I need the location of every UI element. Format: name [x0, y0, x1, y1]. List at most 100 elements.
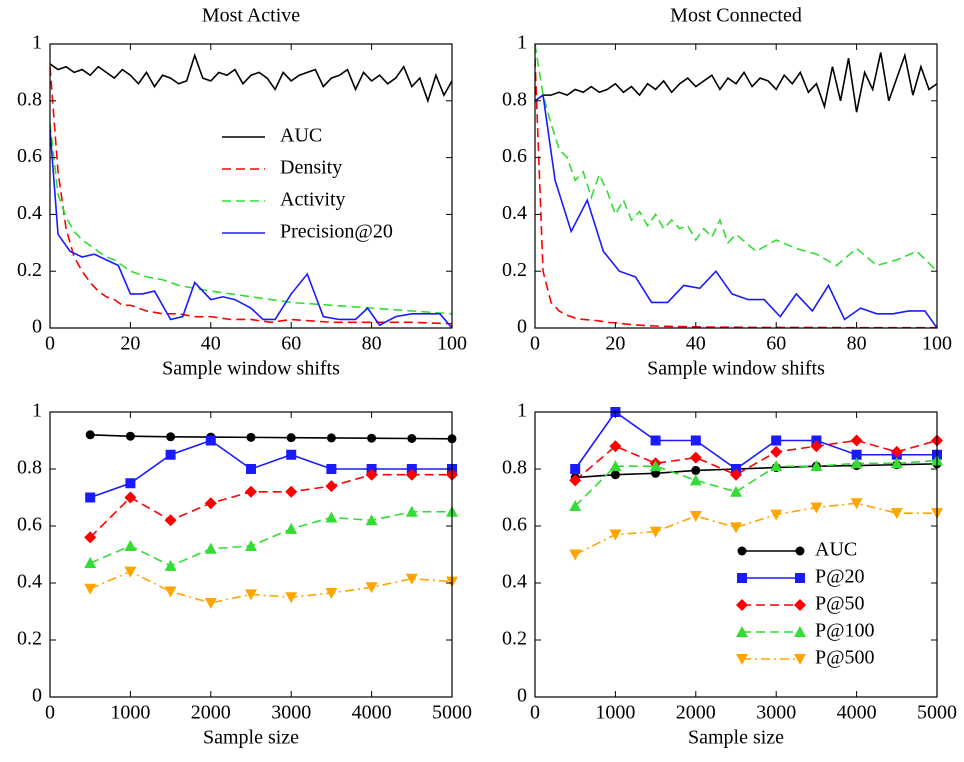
series-line	[89, 439, 452, 499]
marker	[245, 589, 257, 601]
plot-frame	[49, 43, 453, 329]
marker	[285, 485, 298, 498]
x-axis-label: Sample size	[688, 727, 784, 749]
y-tick-label: 0.2	[17, 628, 42, 650]
x-tick-label: 0	[45, 702, 55, 724]
marker	[810, 440, 823, 453]
marker	[689, 474, 702, 486]
x-tick-label: 60	[766, 333, 786, 355]
marker	[850, 457, 863, 469]
marker	[124, 491, 137, 504]
y-tick-label: 0	[517, 316, 527, 338]
y-tick-label: 0	[32, 685, 42, 707]
marker	[204, 542, 217, 554]
legend-label: AUC	[815, 539, 857, 561]
marker	[649, 526, 662, 538]
x-tick-label: 100	[437, 333, 467, 355]
y-tick-label: 0.4	[17, 202, 42, 224]
marker	[770, 509, 783, 521]
plot-frame	[534, 43, 938, 329]
marker	[794, 599, 806, 611]
plot-frame	[534, 411, 938, 698]
marker	[124, 566, 137, 578]
x-tick-label: 2000	[191, 702, 231, 724]
x-tick-label: 4000	[352, 702, 392, 724]
series-line	[575, 463, 937, 479]
series-line	[535, 93, 937, 328]
marker	[85, 430, 95, 440]
legend-label: P@50	[815, 593, 865, 615]
marker	[246, 464, 256, 474]
marker	[325, 511, 338, 523]
marker	[569, 549, 582, 561]
marker	[851, 449, 862, 460]
x-tick-label: 1000	[595, 702, 635, 724]
plot-lines	[89, 434, 452, 604]
x-tick-label: 0	[530, 333, 540, 355]
marker	[165, 449, 176, 460]
series-line	[50, 123, 452, 315]
marker	[569, 474, 582, 487]
plot-lines	[535, 44, 937, 328]
x-tick-label: 40	[686, 333, 706, 355]
legend-label: Activity	[280, 189, 346, 211]
y-tick-label: 0.6	[17, 514, 42, 536]
series-line	[89, 570, 452, 604]
x-tick-label: 40	[201, 333, 221, 355]
marker	[124, 539, 137, 551]
marker	[286, 433, 296, 443]
marker	[890, 457, 903, 469]
series-line	[535, 52, 937, 113]
y-tick-label: 0.2	[502, 259, 527, 281]
marker	[407, 434, 417, 444]
chart-title: Most Connected	[670, 5, 802, 27]
marker	[609, 529, 622, 541]
marker	[737, 546, 747, 556]
marker	[84, 557, 97, 569]
marker	[326, 433, 336, 443]
marker	[405, 505, 418, 517]
x-tick-label: 60	[281, 333, 301, 355]
marker	[609, 460, 622, 472]
x-tick-label: 5000	[432, 702, 472, 724]
series-line	[574, 502, 937, 556]
y-tick-label: 0.4	[17, 571, 42, 593]
marker	[610, 470, 620, 480]
marker	[609, 440, 622, 453]
y-tick-label: 0.6	[502, 514, 527, 536]
marker	[246, 432, 256, 442]
y-tick-label: 0.2	[17, 259, 42, 281]
marker	[285, 522, 298, 534]
y-tick-label: 0.4	[502, 571, 527, 593]
marker	[286, 449, 297, 460]
y-tick-label: 1	[32, 400, 42, 422]
marker	[810, 460, 823, 472]
x-axis-label: Sample size	[203, 727, 299, 749]
x-axis-label: Sample window shifts	[647, 358, 825, 380]
marker	[737, 573, 747, 583]
y-tick-label: 0.8	[502, 457, 527, 479]
x-tick-label: 4000	[837, 702, 877, 724]
marker	[570, 464, 581, 474]
x-tick-label: 0	[530, 702, 540, 724]
series-line	[574, 439, 937, 482]
marker	[365, 582, 378, 594]
marker	[84, 531, 97, 544]
y-tick-label: 0	[32, 316, 42, 338]
marker	[795, 546, 805, 556]
marker	[850, 434, 863, 447]
x-tick-label: 100	[922, 333, 952, 355]
marker	[736, 626, 748, 637]
x-tick-label: 3000	[271, 702, 311, 724]
marker	[690, 435, 701, 446]
marker	[770, 445, 783, 458]
marker	[569, 500, 582, 512]
marker	[890, 508, 903, 520]
series-line	[574, 459, 937, 507]
marker	[691, 465, 701, 475]
legend-label: P@100	[815, 620, 875, 642]
marker	[204, 497, 217, 510]
marker	[365, 514, 378, 526]
